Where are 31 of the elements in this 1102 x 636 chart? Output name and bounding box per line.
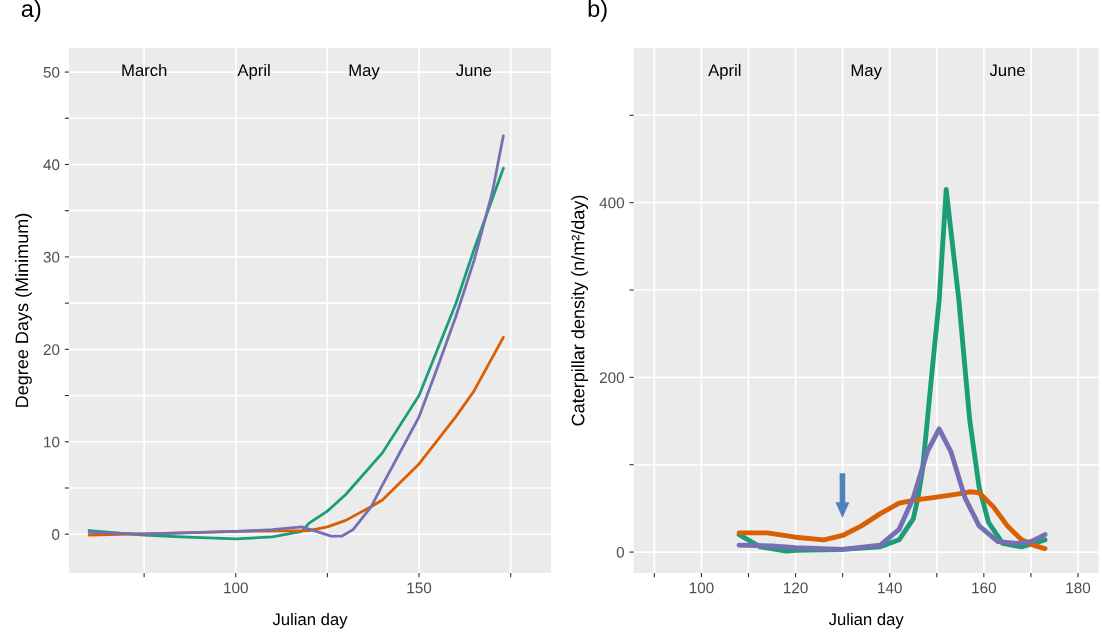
x-tick-label: 180 bbox=[1066, 582, 1091, 594]
x-tick-label: 160 bbox=[972, 582, 996, 594]
y-tick-label: 10 bbox=[44, 436, 60, 448]
annotation: March bbox=[122, 63, 167, 77]
annotation: April bbox=[708, 63, 741, 80]
chart-title: a) bbox=[21, 0, 41, 22]
y-tick-label: 50 bbox=[43, 66, 60, 78]
y-tick-label: 30 bbox=[43, 251, 60, 263]
x-axis-title: Julian day bbox=[272, 612, 348, 629]
line-series bbox=[736, 426, 1048, 552]
x-tick-label: 100 bbox=[224, 582, 248, 594]
x-tick-label: 140 bbox=[878, 582, 902, 594]
y-tick-label: 20 bbox=[43, 344, 60, 356]
y-axis-title: Caterpillar density (n/m²/day) bbox=[571, 195, 589, 426]
y-axis-title: Degree Days (Minimum) bbox=[15, 213, 32, 407]
x-axis-title: Julian day bbox=[828, 612, 904, 629]
chart-title: b) bbox=[588, 0, 607, 22]
y-tick-label: 200 bbox=[599, 372, 625, 384]
x-tick-label: 100 bbox=[689, 582, 714, 594]
y-tick-label: 400 bbox=[599, 197, 625, 209]
y-tick-label: 0 bbox=[616, 546, 625, 558]
y-tick-label: 0 bbox=[52, 529, 60, 540]
annotation: May bbox=[851, 64, 882, 80]
annotation: June bbox=[989, 64, 1025, 77]
annotation: April bbox=[237, 63, 270, 80]
x-tick-label: 120 bbox=[783, 582, 808, 594]
annotation: May bbox=[349, 64, 380, 80]
x-tick-label: 150 bbox=[407, 582, 432, 594]
annotation: June bbox=[456, 64, 492, 77]
y-tick-label: 40 bbox=[43, 159, 60, 171]
line-series bbox=[736, 489, 1048, 552]
